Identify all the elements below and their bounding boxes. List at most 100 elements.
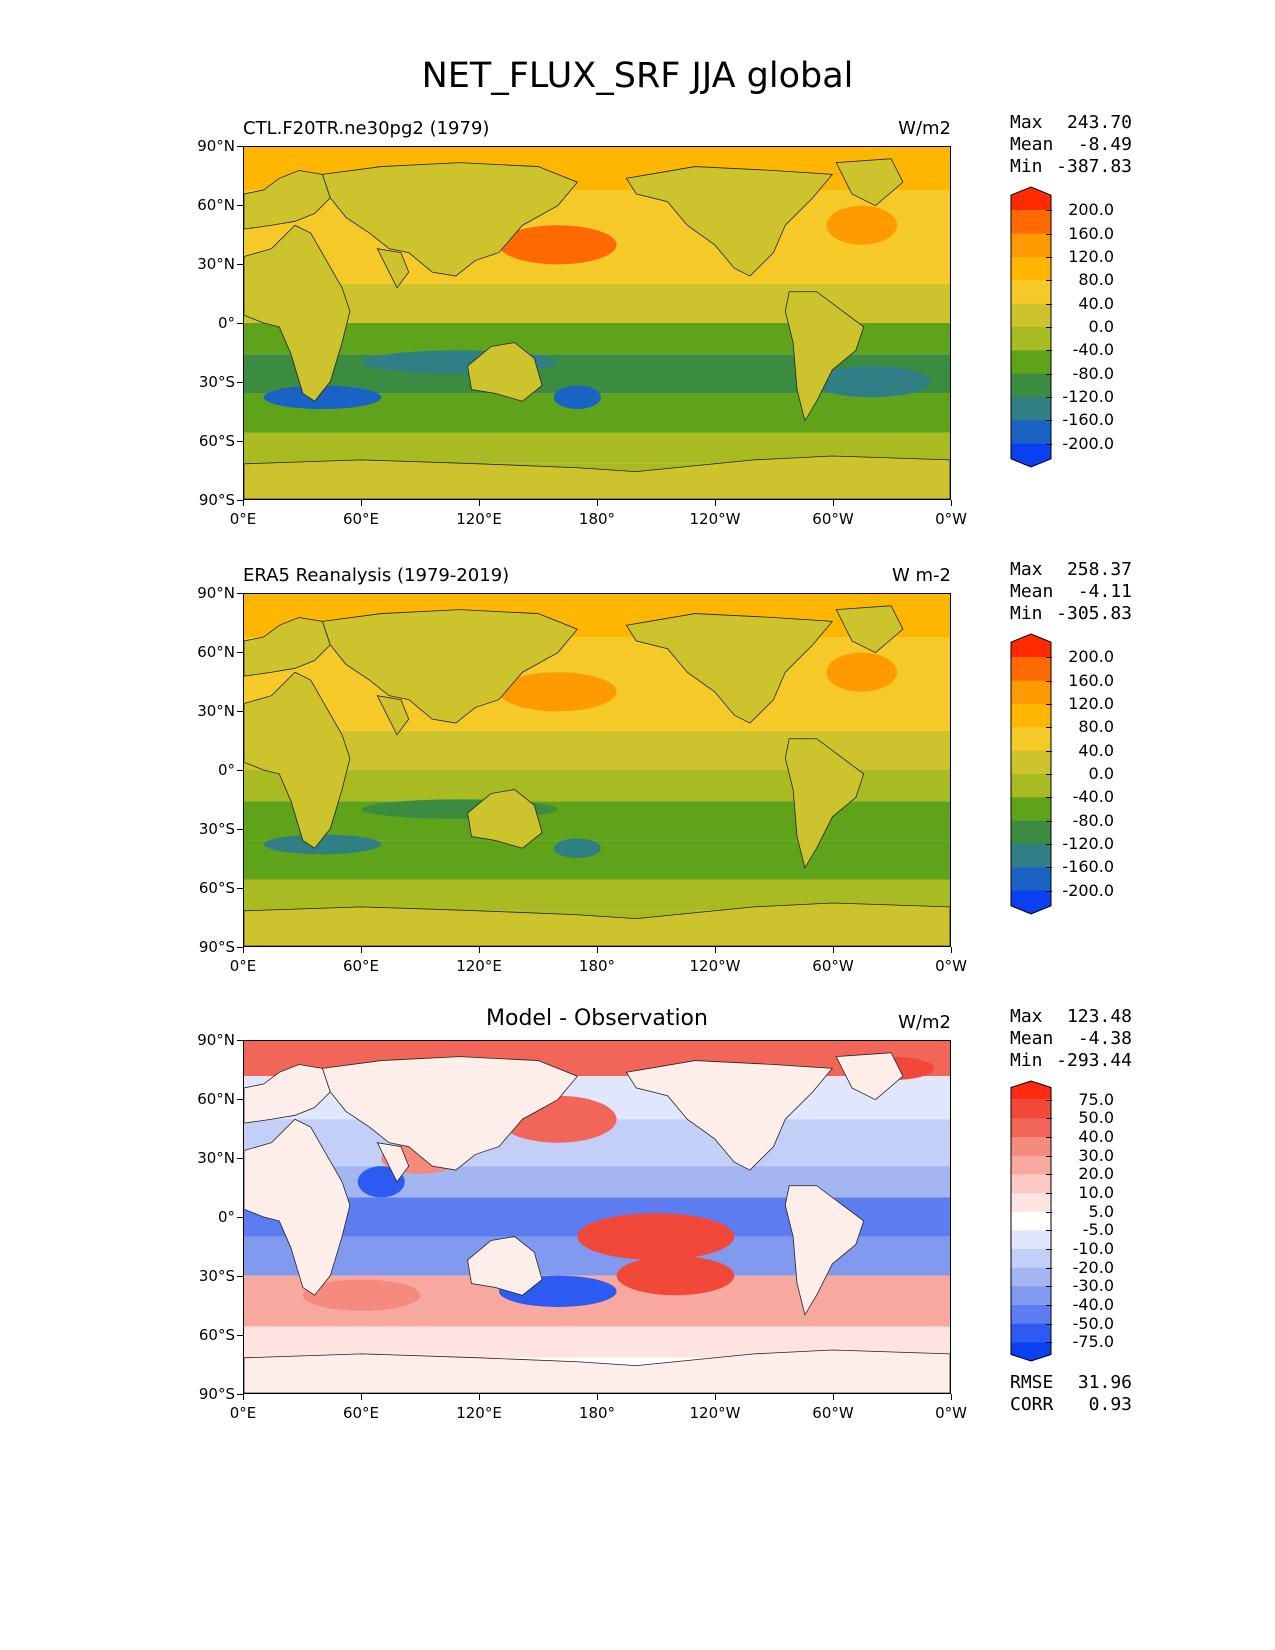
field-anomaly [498,225,617,265]
x-tick-mark [951,1394,952,1400]
colorbar-segment [1011,350,1051,375]
y-tick-mark [237,382,243,383]
colorbar-tick [1046,1118,1052,1120]
stat-value: -305.83 [1056,603,1132,624]
y-tick-mark [237,1040,243,1041]
field-anomaly [498,672,617,712]
colorbar-label: 80.0 [1078,717,1114,737]
x-tick-mark [833,947,834,953]
colorbar-segment [1011,1249,1051,1269]
x-tick-mark [479,947,480,953]
colorbar-label: 80.0 [1078,270,1114,290]
colorbar-tick [1046,1323,1052,1325]
field-anomaly [616,1256,735,1296]
stat-value: 258.37 [1066,559,1132,580]
stats-row: Max 258.37 [1010,559,1132,581]
colorbar-segment [1011,1174,1051,1194]
x-tick-label: 120°W [689,957,741,975]
australia-land [467,342,543,402]
y-tick-label: 0° [217,1208,235,1226]
colorbar-segment [1011,844,1051,868]
x-tick-label: 0°E [229,957,257,975]
colorbar-segment [1011,774,1051,798]
colorbar-label: -80.0 [1072,810,1114,830]
y-tick-mark [237,1335,243,1336]
x-tick-mark [715,1394,716,1400]
colorbar-label: 40.0 [1078,293,1114,313]
x-tick-mark [715,500,716,506]
colorbar-extend-top [1011,634,1051,658]
y-tick-label: 60°S [198,879,235,897]
field-anomaly [553,385,601,410]
colorbar-segment [1011,820,1051,845]
y-tick-mark [237,500,243,501]
colorbar-label: -120.0 [1062,834,1114,853]
stat-label: Max [1010,559,1043,580]
colorbar-tick [1046,797,1052,799]
y-tick-label: 30°S [198,1267,235,1285]
colorbar-label: 10.0 [1078,1183,1114,1202]
colorbar-segment [1011,397,1051,421]
x-tick-label: 0°W [935,957,967,975]
y-tick-mark [237,1276,243,1277]
y-tick-mark [237,1217,243,1218]
y-tick-mark [237,146,243,147]
colorbar-label: -40.0 [1072,787,1114,807]
colorbar-extend-bottom [1011,890,1051,914]
colorbar-outline [1010,1080,1052,1362]
x-tick-label: 120°W [689,510,741,528]
y-tick-label: 60°S [198,1326,235,1344]
colorbar-label: 0.0 [1088,317,1114,336]
x-tick-label: 120°W [689,1404,741,1422]
africa-land [244,224,351,402]
colorbar-label: 20.0 [1078,1164,1114,1184]
colorbar-segment [1011,257,1051,281]
australia-land [467,1236,543,1296]
y-tick-label: 60°N [197,643,235,661]
colorbar-segment [1011,303,1051,328]
stat-label: Max [1010,1006,1043,1027]
colorbar-segment [1011,1267,1051,1287]
x-tick-label: 60°W [812,957,854,975]
y-tick-label: 60°N [197,1090,235,1108]
y-tick-label: 30°S [198,820,235,838]
stats-row: Min -305.83 [1010,603,1132,625]
colorbar-tick [1046,1155,1052,1157]
x-tick-label: 0°E [229,510,257,528]
field-anomaly [263,385,382,410]
colorbar-label: 120.0 [1068,247,1114,266]
y-tick-label: 0° [217,314,235,332]
north-america-land [625,613,834,724]
colorbar-tick [1046,727,1052,729]
colorbar-tick [1046,680,1052,682]
asia-land [321,162,579,277]
colorbar [1010,1080,1052,1362]
australia-land [467,789,543,849]
y-tick-mark [237,652,243,653]
colorbar-tick [1046,844,1052,845]
colorbar-label: 120.0 [1068,694,1114,713]
north-america-land [625,1060,834,1171]
stat-value: -4.11 [1077,581,1132,602]
x-tick-label: 120°E [456,1404,502,1422]
map-field [244,1041,950,1393]
x-tick-mark [361,500,362,506]
colorbar-tick [1046,280,1052,282]
colorbar-label: -20.0 [1072,1257,1114,1277]
stats-row: Min -293.44 [1010,1050,1132,1072]
colorbar-tick [1046,750,1052,752]
stat-value: 243.70 [1066,112,1132,133]
x-tick-label: 120°E [456,957,502,975]
colorbar-segment [1011,210,1051,235]
y-tick-mark [237,441,243,442]
x-tick-label: 0°E [229,1404,257,1422]
map-panel [243,593,951,947]
x-tick-label: 60°E [342,957,380,975]
field-anomaly [263,834,382,855]
colorbar-label: -120.0 [1062,387,1114,406]
colorbar-extend-top [1011,187,1051,211]
stat-label: Max [1010,112,1043,133]
africa-land [244,671,351,849]
y-tick-mark [237,1099,243,1100]
stats-row: Max 123.48 [1010,1006,1132,1028]
